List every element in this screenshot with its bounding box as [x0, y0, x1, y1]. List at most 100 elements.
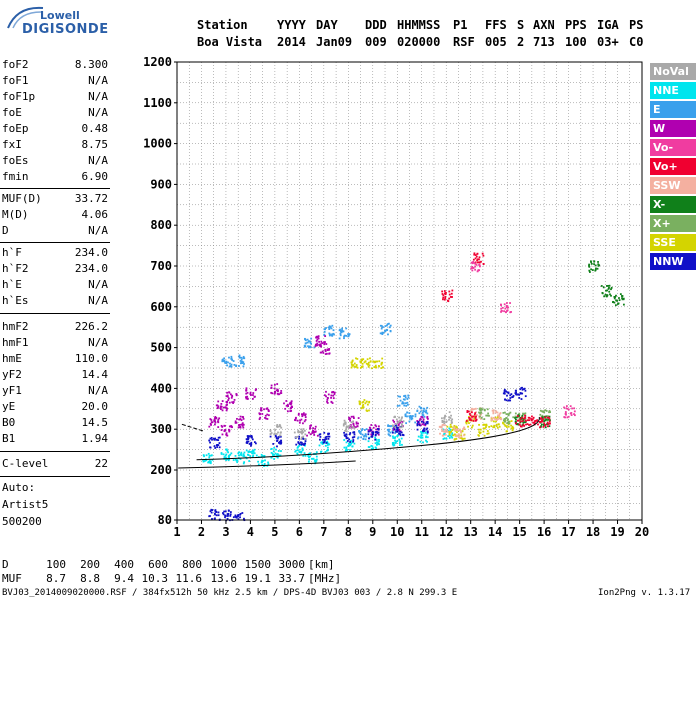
echo-point [485, 426, 487, 428]
param-row: fmin 6.90 [2, 170, 108, 185]
echo-point [325, 438, 328, 440]
echo-point [353, 431, 356, 434]
echo-point [566, 407, 569, 410]
echo-point [503, 423, 506, 426]
echo-point [302, 428, 305, 430]
echo-point [573, 410, 576, 413]
echo-point [222, 513, 225, 516]
echo-point [396, 405, 399, 407]
echo-point [252, 450, 255, 453]
echo-point [232, 459, 235, 461]
logo-line2: DIGISONDE [22, 22, 109, 37]
echo-point [301, 432, 303, 435]
echo-point [286, 410, 289, 413]
echo-point [532, 416, 535, 419]
echo-point [347, 425, 350, 428]
param-name: foF2 [2, 58, 29, 71]
echo-point [536, 419, 539, 422]
echo-point [496, 411, 499, 414]
echo-point [399, 434, 402, 437]
echo-point [342, 424, 345, 427]
echo-point [466, 420, 469, 423]
echo-point [290, 410, 293, 412]
echo-point [326, 402, 329, 404]
echo-point [213, 438, 216, 441]
echo-point [311, 431, 314, 433]
echo-region-noval [269, 411, 454, 441]
echo-point [359, 366, 362, 369]
echo-point [226, 449, 229, 452]
echo-point [246, 397, 249, 400]
echo-point [471, 265, 474, 268]
echo-point [279, 454, 282, 457]
echo-point [239, 425, 242, 428]
echo-point [240, 451, 243, 454]
echo-point [515, 418, 517, 421]
echo-point [398, 442, 401, 444]
echo-point [540, 423, 543, 426]
echo-point [448, 290, 451, 293]
echo-point [516, 423, 519, 425]
echo-point [404, 394, 407, 397]
echo-point [442, 433, 445, 436]
echo-point [420, 434, 422, 437]
echo-point [509, 394, 512, 397]
echo-point [226, 407, 228, 410]
echo-point [308, 431, 310, 434]
echo-point [348, 444, 351, 447]
echo-point [478, 263, 481, 266]
echo-point [448, 293, 451, 296]
echo-point [451, 296, 453, 298]
echo-point [565, 405, 568, 407]
echo-point [499, 416, 502, 419]
grid [176, 61, 643, 521]
echo-point [318, 433, 321, 436]
echo-point [394, 423, 397, 426]
echo-point [452, 434, 455, 437]
header-label-axn: AXN [533, 18, 555, 32]
echo-point [391, 442, 394, 444]
echo-point [500, 311, 502, 313]
echo-point [401, 425, 404, 428]
echo-point [322, 438, 324, 441]
echo-point [371, 432, 374, 435]
echo-region-nnw [208, 386, 527, 522]
echo-point [396, 428, 398, 430]
echo-point [277, 437, 280, 440]
echo-point [227, 456, 230, 458]
echo-point [409, 416, 411, 419]
echo-point [301, 429, 304, 432]
param-row: foF1p N/A [2, 90, 108, 105]
echo-point [315, 460, 318, 462]
echo-point [394, 442, 397, 444]
echo-point [376, 441, 378, 444]
echo-point [503, 419, 505, 422]
echo-point [247, 438, 250, 441]
echo-point [482, 254, 485, 257]
echo-point [423, 423, 425, 426]
echo-point [398, 426, 401, 429]
logo-arc-icon [7, 6, 44, 29]
echo-region-w [208, 335, 429, 437]
echo-point [416, 423, 419, 425]
param-row: h`F2 234.0 [2, 262, 108, 277]
echo-point [394, 426, 397, 429]
echo-point [543, 420, 546, 422]
echo-point [503, 303, 506, 306]
echo-point [591, 269, 594, 271]
echo-point [273, 432, 276, 435]
echo-point [518, 423, 521, 426]
echo-point [350, 421, 353, 424]
echo-point [261, 413, 264, 415]
echo-point [467, 410, 470, 413]
echo-point [544, 419, 547, 422]
echo-point [235, 459, 238, 462]
echo-point [344, 422, 347, 425]
echo-point [505, 413, 508, 416]
echo-point [563, 406, 565, 409]
echo-point [479, 431, 482, 434]
echo-point [518, 396, 521, 399]
echo-point [333, 391, 336, 394]
echo-point [500, 304, 503, 307]
echo-point [505, 311, 507, 314]
